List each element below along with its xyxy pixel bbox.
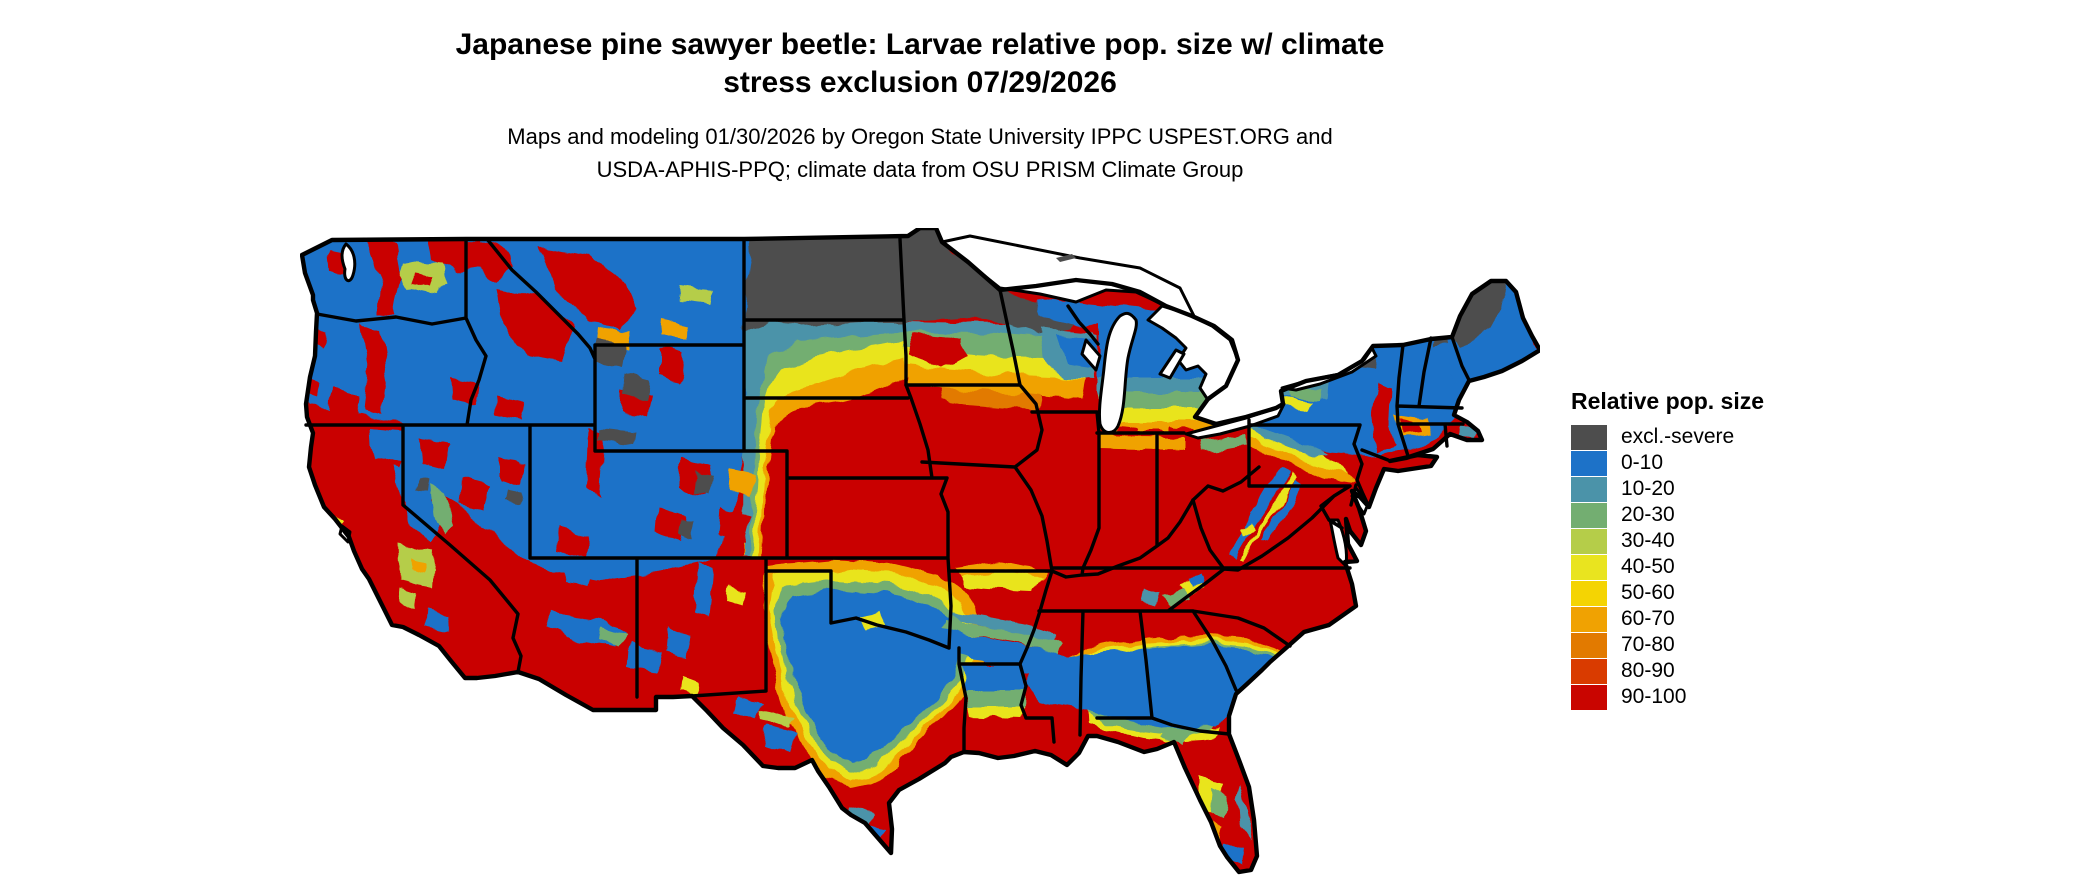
state-borders-south <box>1037 566 1352 737</box>
legend-item: 70-80 <box>1571 632 1764 658</box>
legend-label: 20-30 <box>1621 503 1675 526</box>
page-title: Japanese pine sawyer beetle: Larvae rela… <box>0 26 1840 102</box>
map-container <box>299 225 1543 888</box>
western-red-patches <box>308 236 756 558</box>
legend-item: 40-50 <box>1571 554 1764 580</box>
legend-label: 50-60 <box>1621 581 1675 604</box>
legend: Relative pop. size excl.-severe 0-10 10-… <box>1571 388 1764 710</box>
legend-label: 10-20 <box>1621 477 1675 500</box>
legend-label: excl.-severe <box>1621 425 1735 448</box>
legend-item: 20-30 <box>1571 502 1764 528</box>
legend-swatch-40-50 <box>1571 554 1607 580</box>
isle-royale <box>1056 254 1076 262</box>
lake-michigan <box>1098 311 1138 434</box>
legend-swatch-50-60 <box>1571 580 1607 606</box>
legend-label: 0-10 <box>1621 451 1664 474</box>
legend-swatch-70-80 <box>1571 632 1607 658</box>
legend-swatch-60-70 <box>1571 606 1607 632</box>
texas-oklahoma-blue-region <box>734 560 982 852</box>
legend-item: excl.-severe <box>1571 424 1764 450</box>
legend-swatch-0-10 <box>1571 450 1607 476</box>
legend-swatch-10-20 <box>1571 476 1607 502</box>
legend-label: 30-40 <box>1621 529 1675 552</box>
legend-item: 10-20 <box>1571 476 1764 502</box>
legend-item: 30-40 <box>1571 528 1764 554</box>
saginaw-bay <box>1158 348 1186 380</box>
us-outline <box>299 225 1543 875</box>
chesapeake-bay <box>1328 518 1348 568</box>
legend-label: 80-90 <box>1621 659 1675 682</box>
legend-item: 0-10 <box>1571 450 1764 476</box>
legend-swatch-30-40 <box>1571 528 1607 554</box>
state-borders-midwest <box>904 288 1261 754</box>
northeast-region <box>1249 278 1540 483</box>
legend-label: 40-50 <box>1621 555 1675 578</box>
green-bay <box>1080 338 1102 372</box>
state-borders <box>304 237 1471 754</box>
title-line-2: stress exclusion 07/29/2026 <box>723 66 1117 99</box>
legend-swatch-20-30 <box>1571 502 1607 528</box>
legend-item: 90-100 <box>1571 684 1764 710</box>
page-subtitle: Maps and modeling 01/30/2026 by Oregon S… <box>0 120 1840 186</box>
legend-swatch-80-90 <box>1571 658 1607 684</box>
legend-title: Relative pop. size <box>1571 388 1765 414</box>
appalachian-streaks <box>1164 468 1302 606</box>
upper-midwest-gradient <box>904 322 1092 410</box>
puget-sound <box>340 242 357 283</box>
legend-label: 60-70 <box>1621 607 1675 630</box>
title-line-1: Japanese pine sawyer beetle: Larvae rela… <box>455 28 1385 61</box>
legend-item: 60-70 <box>1571 606 1764 632</box>
legend-item: 50-60 <box>1571 580 1764 606</box>
louisiana-band <box>964 664 1026 718</box>
legend-label: 70-80 <box>1621 633 1675 656</box>
legend-swatch-90-100 <box>1571 684 1607 710</box>
us-risk-map <box>299 225 1543 875</box>
legend-label: 90-100 <box>1621 685 1687 708</box>
california-details <box>326 428 454 676</box>
plains-gradient <box>742 320 915 558</box>
north-gray-region <box>744 228 1080 334</box>
subtitle-line-2: USDA-APHIS-PPQ; climate data from OSU PR… <box>596 157 1244 182</box>
legend-item: 80-90 <box>1571 658 1764 684</box>
subtitle-line-1: Maps and modeling 01/30/2026 by Oregon S… <box>507 124 1333 149</box>
state-borders-west <box>304 237 953 699</box>
legend-swatch-excl-severe <box>1571 424 1607 450</box>
